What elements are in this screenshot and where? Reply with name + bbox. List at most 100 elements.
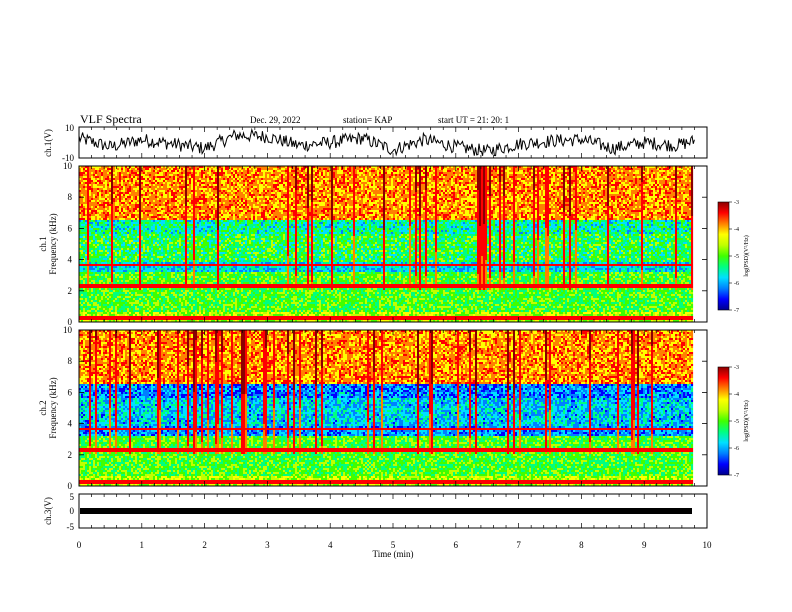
- spectrogram-cell: [451, 170, 453, 172]
- spectrogram-cell: [683, 174, 685, 176]
- spectrogram-cell: [455, 176, 457, 178]
- spectrogram-cell: [435, 172, 437, 174]
- spectrogram-cell: [109, 170, 111, 172]
- spectrogram-cell: [449, 172, 451, 174]
- spectrogram-cell: [477, 172, 479, 174]
- spectrogram-cell: [301, 172, 303, 174]
- spectrogram-cell: [447, 174, 449, 176]
- spectrogram-cell: [639, 170, 641, 172]
- spectrogram-cell: [415, 172, 417, 174]
- spectrogram-cell: [247, 172, 249, 174]
- spectrogram-cell: [413, 172, 415, 174]
- spectrogram-cell: [317, 172, 319, 174]
- spectrogram-cell: [663, 174, 665, 176]
- spectrogram-cell: [121, 176, 123, 178]
- spectrogram-cell: [543, 176, 545, 178]
- spectrogram-cell: [85, 176, 87, 178]
- spectrogram-cell: [239, 174, 241, 176]
- spectrogram-cell: [395, 174, 397, 176]
- spectrogram-cell: [659, 172, 661, 174]
- spectrogram-cell: [543, 170, 545, 172]
- spectrogram-cell: [191, 170, 193, 172]
- spectrogram-cell: [443, 174, 445, 176]
- spectrogram-cell: [361, 172, 363, 174]
- spectrogram-cell: [283, 172, 285, 174]
- spectrogram-cell: [681, 174, 683, 176]
- spectrogram-cell: [147, 170, 149, 172]
- spectrogram-cell: [381, 170, 383, 172]
- spectrogram-cell: [515, 170, 517, 172]
- spectrogram-cell: [223, 172, 225, 174]
- spectrogram-cell: [169, 170, 171, 172]
- spectrogram-cell: [595, 170, 597, 172]
- spectrogram-cell: [187, 172, 189, 174]
- spectrogram-cell: [307, 170, 309, 172]
- spectrogram-cell: [503, 168, 505, 170]
- spectrogram-cell: [181, 172, 183, 174]
- spectrogram-cell: [179, 174, 181, 176]
- spectrogram-cell: [239, 170, 241, 172]
- spectrogram-cell: [413, 174, 415, 176]
- spectrogram-cell: [161, 168, 163, 170]
- spectrogram-cell: [251, 170, 253, 172]
- spectrogram-cell: [87, 170, 89, 172]
- spectrogram-cell: [239, 168, 241, 170]
- spectrogram-cell: [251, 168, 253, 170]
- spectrogram-cell: [167, 174, 169, 176]
- spectrogram-cell: [389, 174, 391, 176]
- spectrogram-cell: [189, 168, 191, 170]
- spectrogram-cell: [419, 174, 421, 176]
- spectrogram-cell: [493, 170, 495, 172]
- spectrogram-cell: [201, 172, 203, 174]
- spectrogram-cell: [549, 174, 551, 176]
- spectrogram-cell: [613, 170, 615, 172]
- spectrogram-cell: [155, 170, 157, 172]
- spectrogram-cell: [219, 168, 221, 170]
- spectrogram-cell: [143, 172, 145, 174]
- spectrogram-cell: [187, 170, 189, 172]
- spectrogram-cell: [89, 170, 91, 172]
- spectrogram-cell: [205, 176, 207, 178]
- spectrogram-cell: [215, 172, 217, 174]
- spectrogram-cell: [577, 176, 579, 178]
- spectrogram-cell: [483, 172, 485, 174]
- spectrogram-cell: [525, 172, 527, 174]
- spectrogram-cell: [545, 176, 547, 178]
- spectrogram-cell: [225, 174, 227, 176]
- spectrogram-cell: [553, 168, 555, 170]
- spectrogram-cell: [513, 168, 515, 170]
- vlf-figure: VLF Spectra Dec. 29, 2022 station= KAP s…: [0, 0, 792, 612]
- spectrogram-cell: [477, 176, 479, 178]
- spectrogram-cell: [107, 168, 109, 170]
- spectrogram-cell: [399, 168, 401, 170]
- spectrogram-cell: [609, 174, 611, 176]
- spectrogram-cell: [679, 172, 681, 174]
- spectrogram-cell: [489, 168, 491, 170]
- spectrogram-cell: [563, 172, 565, 174]
- spectrogram-cell: [367, 170, 369, 172]
- spectrogram-cell: [165, 176, 167, 178]
- spectrogram-cell: [467, 170, 469, 172]
- spectrogram-cell: [443, 176, 445, 178]
- spectrogram-cell: [543, 172, 545, 174]
- spectrogram-cell: [677, 168, 679, 170]
- spectrogram-cell: [83, 172, 85, 174]
- spectrogram-cell: [371, 168, 373, 170]
- spectrogram-cell: [425, 174, 427, 176]
- spectrogram-cell: [133, 174, 135, 176]
- spectrogram-cell: [691, 168, 693, 170]
- spectrogram-cell: [167, 176, 169, 178]
- spectrogram-cell: [231, 176, 233, 178]
- spectrogram-cell: [331, 172, 333, 174]
- spectrogram-cell: [531, 170, 533, 172]
- spectrogram-cell: [557, 174, 559, 176]
- spectrogram-cell: [651, 170, 653, 172]
- spectrogram-cell: [461, 170, 463, 172]
- spectrogram-cell: [239, 176, 241, 178]
- spectrogram-cell: [609, 176, 611, 178]
- spectrogram-cell: [471, 170, 473, 172]
- spectrogram-cell: [463, 170, 465, 172]
- spectrogram-cell: [213, 172, 215, 174]
- spectrogram-cell: [203, 174, 205, 176]
- spectrogram-cell: [565, 176, 567, 178]
